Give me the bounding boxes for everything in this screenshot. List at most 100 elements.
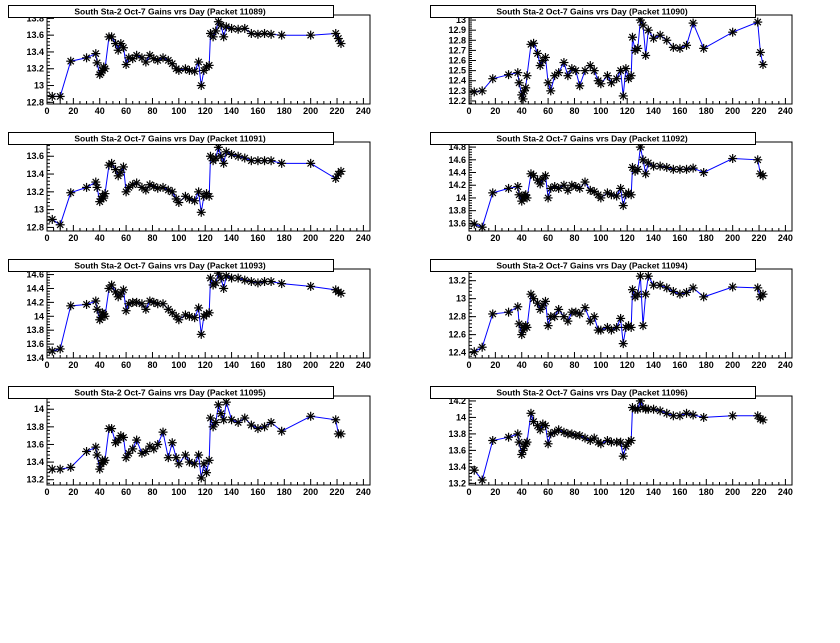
marker-stroke [92,443,100,451]
marker-stroke [168,60,176,68]
x-tick-label: 240 [778,487,793,497]
data-point-marker [633,164,643,174]
marker-stroke [154,184,162,192]
data-point-marker [277,30,287,40]
marker-stroke [181,192,190,200]
data-point-marker [66,301,76,311]
data-point-marker [522,193,532,203]
y-tick-label: 12.6 [448,330,466,340]
data-point-marker [246,277,256,287]
marker-stroke [581,434,589,442]
data-point-marker [755,47,765,57]
data-point-marker [240,275,250,285]
x-tick-label: 120 [198,233,213,243]
data-point-marker [559,180,569,190]
data-point-marker [194,450,204,460]
marker-stroke [504,308,513,316]
marker-stroke [656,162,664,170]
marker-stroke [541,53,550,62]
x-tick-label: 0 [466,487,471,497]
marker-stroke [92,178,100,186]
data-point-marker [202,468,212,478]
marker-stroke [185,458,193,466]
x-tick-label: 40 [95,233,105,243]
marker-stroke [220,159,228,167]
data-point-marker [626,71,636,81]
data-point-marker [246,420,256,430]
x-tick-label: 40 [95,360,105,370]
marker-stroke [700,168,708,177]
data-point-marker [488,436,498,445]
x-tick-label: 80 [147,360,157,370]
marker-stroke [234,418,242,427]
marker-stroke [649,405,658,413]
marker-stroke [191,67,199,75]
marker-stroke [185,312,193,320]
marker-stroke [603,189,612,197]
marker-stroke [663,36,671,44]
marker-stroke [247,277,255,286]
data-point-marker [612,322,622,332]
data-point-marker [643,25,653,35]
data-point-marker [596,79,606,89]
marker-stroke [628,286,637,294]
marker-stroke [515,320,523,328]
data-point-marker [233,417,243,427]
marker-stroke [530,295,538,303]
x-tick-label: 40 [95,487,105,497]
data-point-marker [158,299,168,309]
data-point-marker [633,43,643,53]
y-tick-label: 13.4 [26,169,44,179]
data-point-marker [194,57,204,67]
marker-stroke [133,51,141,59]
marker-stroke [82,54,91,62]
marker-stroke [181,451,190,459]
marker-stroke [307,159,315,167]
marker-stroke [125,300,133,308]
data-point-marker [92,58,102,68]
data-point-marker [190,313,200,323]
chart-panel-3: 0 20 40 60 80 100 120 140 160 180 200 220 240 13.6 13.… [430,132,793,243]
data-point-marker [596,325,606,335]
marker-stroke [560,181,568,189]
x-tick-label: 60 [543,360,553,370]
x-tick-label: 160 [672,360,687,370]
marker-stroke [586,61,594,70]
x-tick-label: 160 [672,106,687,116]
marker-stroke [154,300,162,308]
data-point-marker [612,74,622,84]
x-tick-label: 0 [466,106,471,116]
data-point-marker [602,71,612,81]
x-tick-label: 20 [490,106,500,116]
data-point-marker [606,78,616,88]
y-tick-label: 12.8 [26,97,44,107]
data-point-marker [118,432,128,442]
x-tick-label: 60 [121,487,131,497]
marker-stroke [754,156,762,164]
data-point-marker [728,27,738,37]
data-point-marker [174,459,184,469]
marker-stroke [627,323,635,332]
data-point-marker [618,201,628,211]
x-tick-label: 240 [356,233,371,243]
chart-panel-0: 0 20 40 60 80 100 120 140 160 180 200 220 240 12.8 13 1… [8,5,371,116]
data-point-marker [728,411,738,421]
y-tick-label: 12.4 [448,348,466,358]
x-tick-label: 160 [250,360,265,370]
data-point-marker [82,299,92,309]
x-tick-label: 180 [699,106,714,116]
marker-stroke [470,88,478,96]
marker-stroke [197,208,205,216]
marker-stroke [260,29,269,38]
marker-stroke [622,65,630,73]
data-point-marker [522,437,532,447]
data-point-marker [277,279,287,289]
data-point-marker [571,182,581,191]
data-point-marker [621,64,631,74]
y-tick-label: 13 [456,15,466,25]
marker-stroke [530,39,538,47]
marker-stroke [146,297,154,305]
data-point-marker [100,189,110,199]
data-point-marker [521,83,531,93]
data-point-marker [643,158,653,168]
